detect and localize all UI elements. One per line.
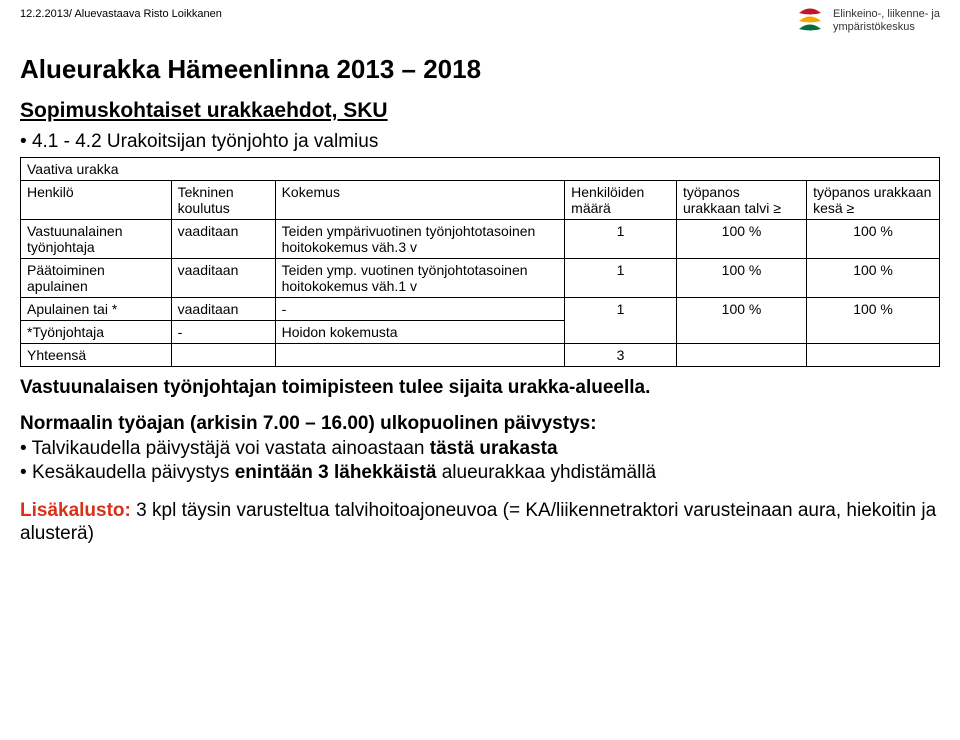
extra-label: Lisäkalusto: [20, 500, 131, 521]
duty-bullet: Kesäkaudella päivystys enintään 3 lähekk… [20, 461, 940, 485]
location-note: Vastuunalaisen työnjohtajan toimipisteen… [20, 377, 940, 399]
cell: Apulainen tai * [21, 298, 172, 321]
bullet-bold: tästä urakasta [430, 438, 558, 459]
table-row: Päätoiminen apulainen vaaditaan Teiden y… [21, 259, 940, 298]
requirements-table: Vaativa urakka Henkilö Tekninen koulutus… [20, 157, 940, 367]
cell: 100 % [807, 259, 940, 298]
col-experience: Kokemus [275, 181, 565, 220]
cell: - [171, 321, 275, 344]
cell: Yhteensä [21, 344, 172, 367]
cell: Teiden ymp. vuotinen työnjohtotasoinen h… [275, 259, 565, 298]
org-logo-text: Elinkeino-, liikenne- ja ympäristökeskus [833, 8, 940, 34]
cell: 100 % [807, 220, 940, 259]
cell: vaaditaan [171, 259, 275, 298]
table-header-row: Henkilö Tekninen koulutus Kokemus Henkil… [21, 181, 940, 220]
header-meta: 12.2.2013/ Aluevastaava Risto Loikkanen [20, 8, 222, 20]
table-row: Vastuunalainen työnjohtaja vaaditaan Tei… [21, 220, 940, 259]
col-winter: työpanos urakkaan talvi ≥ [676, 181, 806, 220]
table-caption: Vaativa urakka [21, 158, 940, 181]
table-row: Yhteensä 3 [21, 344, 940, 367]
cell: 1 [565, 298, 677, 344]
cell: Päätoiminen apulainen [21, 259, 172, 298]
page-title: Alueurakka Hämeenlinna 2013 – 2018 [20, 54, 940, 85]
cell: 100 % [807, 298, 940, 344]
col-summer: työpanos urakkaan kesä ≥ [807, 181, 940, 220]
cell: 3 [565, 344, 677, 367]
cell: 1 [565, 220, 677, 259]
cell: Vastuunalainen työnjohtaja [21, 220, 172, 259]
col-count: Henkilöiden määrä [565, 181, 677, 220]
cell: Hoidon kokemusta [275, 321, 565, 344]
bullet-text: alueurakkaa yhdistämällä [436, 462, 656, 483]
main-content: Alueurakka Hämeenlinna 2013 – 2018 Sopim… [20, 54, 940, 546]
duty-bullet: Talvikaudella päivystäjä voi vastata ain… [20, 437, 940, 461]
col-person: Henkilö [21, 181, 172, 220]
extra-equipment: Lisäkalusto: 3 kpl täysin varusteltua ta… [20, 499, 940, 547]
logo-line-1: Elinkeino-, liikenne- ja [833, 8, 940, 21]
cell [676, 344, 806, 367]
org-logo: Elinkeino-, liikenne- ja ympäristökeskus [795, 6, 940, 36]
cell: vaaditaan [171, 298, 275, 321]
cell: vaaditaan [171, 220, 275, 259]
cell: 1 [565, 259, 677, 298]
cell [807, 344, 940, 367]
logo-line-2: ympäristökeskus [833, 21, 940, 34]
section-heading: 4.1 - 4.2 Urakoitsijan työnjohto ja valm… [20, 131, 940, 153]
ely-logo-icon [795, 6, 825, 36]
bullet-bold: enintään 3 lähekkäistä [235, 462, 437, 483]
col-education: Tekninen koulutus [171, 181, 275, 220]
cell: *Työnjohtaja [21, 321, 172, 344]
bullet-text: Talvikaudella päivystäjä voi vastata ain… [32, 438, 430, 459]
bullet-text: Kesäkaudella päivystys [32, 462, 235, 483]
duty-heading: Normaalin työajan (arkisin 7.00 – 16.00)… [20, 413, 940, 435]
cell [171, 344, 275, 367]
cell: - [275, 298, 565, 321]
table-row: Apulainen tai * vaaditaan - 1 100 % 100 … [21, 298, 940, 321]
page-subtitle: Sopimuskohtaiset urakkaehdot, SKU [20, 99, 940, 123]
cell: 100 % [676, 220, 806, 259]
extra-text: 3 kpl täysin varusteltua talvihoitoajone… [20, 500, 936, 545]
cell: Teiden ympärivuotinen työnjohtotasoinen … [275, 220, 565, 259]
cell: 100 % [676, 298, 806, 344]
cell: 100 % [676, 259, 806, 298]
cell [275, 344, 565, 367]
